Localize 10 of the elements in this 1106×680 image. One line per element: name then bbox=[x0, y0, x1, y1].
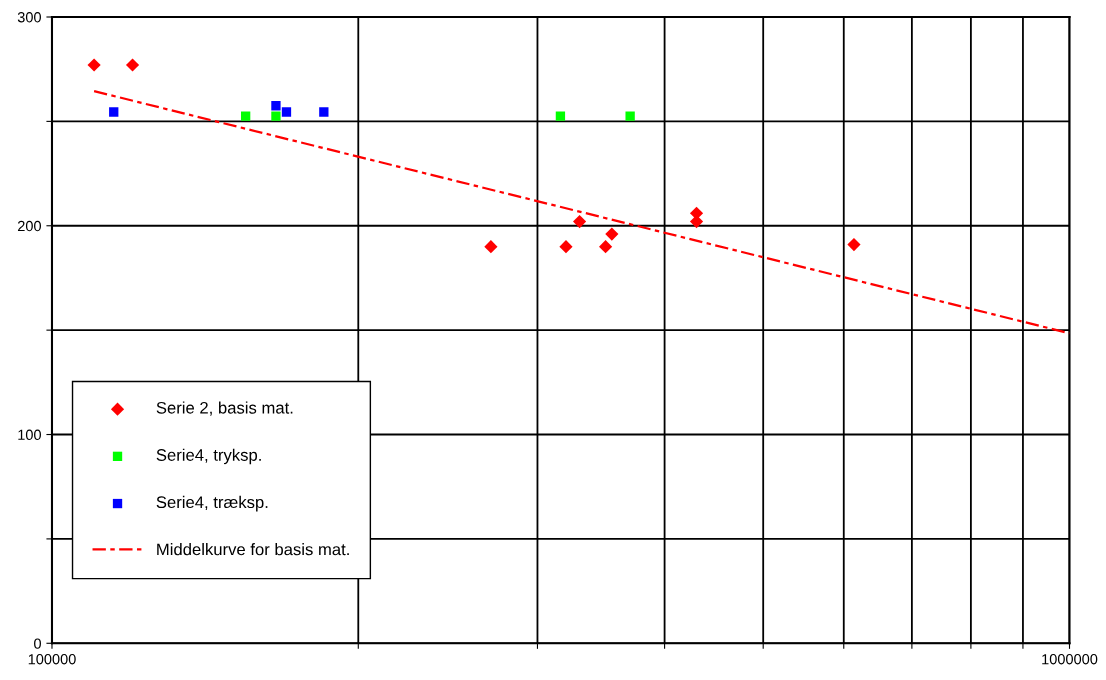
x-tick-label: 1000000 bbox=[1042, 654, 1098, 665]
legend-label: Middelkurve for basis mat. bbox=[157, 543, 349, 556]
legend-label: Serie4, træksp. bbox=[156, 495, 268, 512]
y-tick-label: 300 bbox=[17, 12, 41, 23]
legend-label: Serie 2, basis mat. bbox=[156, 401, 293, 416]
y-tick-label: 0 bbox=[34, 638, 41, 649]
legend-label: Serie4, tryksp. bbox=[156, 448, 261, 465]
y-tick-label: 100 bbox=[18, 429, 41, 440]
y-tick-label: 200 bbox=[17, 220, 41, 232]
x-tick-label: 100000 bbox=[28, 654, 76, 665]
